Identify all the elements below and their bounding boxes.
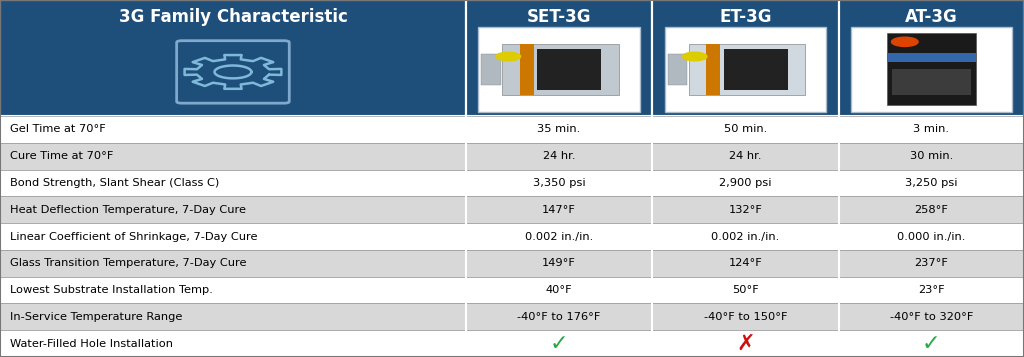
Bar xyxy=(0,330,466,357)
Text: SET-3G: SET-3G xyxy=(527,8,591,26)
Bar xyxy=(652,250,839,277)
Text: -40°F to 176°F: -40°F to 176°F xyxy=(517,312,601,322)
Bar xyxy=(466,116,652,143)
Text: 30 min.: 30 min. xyxy=(909,151,953,161)
Text: 149°F: 149°F xyxy=(542,258,577,268)
Bar xyxy=(887,33,976,105)
Text: ✗: ✗ xyxy=(736,333,755,354)
Bar xyxy=(839,170,1024,196)
Bar xyxy=(466,303,652,330)
Text: 23°F: 23°F xyxy=(918,285,945,295)
Bar xyxy=(466,196,652,223)
Bar xyxy=(839,143,1024,170)
Bar xyxy=(466,0,652,116)
Text: 24 hr.: 24 hr. xyxy=(543,151,575,161)
Bar xyxy=(689,44,805,95)
Circle shape xyxy=(496,52,520,61)
Text: 24 hr.: 24 hr. xyxy=(729,151,762,161)
Bar xyxy=(652,170,839,196)
Bar xyxy=(707,44,720,95)
Bar xyxy=(668,54,687,85)
Bar xyxy=(0,250,466,277)
Bar xyxy=(652,0,839,116)
Text: Glass Transition Temperature, 7-Day Cure: Glass Transition Temperature, 7-Day Cure xyxy=(10,258,247,268)
Text: 3 min.: 3 min. xyxy=(913,124,949,135)
Bar xyxy=(652,277,839,303)
Circle shape xyxy=(682,52,707,61)
Bar xyxy=(892,69,971,95)
Text: Lowest Substrate Installation Temp.: Lowest Substrate Installation Temp. xyxy=(10,285,213,295)
Text: ET-3G: ET-3G xyxy=(719,8,772,26)
Text: Heat Deflection Temperature, 7-Day Cure: Heat Deflection Temperature, 7-Day Cure xyxy=(10,205,246,215)
Text: 147°F: 147°F xyxy=(542,205,577,215)
Text: Bond Strength, Slant Shear (Class C): Bond Strength, Slant Shear (Class C) xyxy=(10,178,219,188)
Bar xyxy=(724,49,787,90)
Bar xyxy=(481,54,501,85)
Text: ✓: ✓ xyxy=(550,333,568,354)
Bar xyxy=(0,116,466,143)
Bar xyxy=(466,143,652,170)
Bar xyxy=(538,49,601,90)
Text: 132°F: 132°F xyxy=(728,205,763,215)
Text: Linear Coefficient of Shrinkage, 7-Day Cure: Linear Coefficient of Shrinkage, 7-Day C… xyxy=(10,231,258,242)
Text: ✓: ✓ xyxy=(922,333,941,354)
Bar xyxy=(478,27,640,112)
Bar xyxy=(665,27,826,112)
Bar xyxy=(466,330,652,357)
Bar xyxy=(839,116,1024,143)
Text: 3,350 psi: 3,350 psi xyxy=(532,178,586,188)
Text: Gel Time at 70°F: Gel Time at 70°F xyxy=(10,124,106,135)
Bar xyxy=(466,277,652,303)
Bar xyxy=(839,0,1024,116)
Text: 50 min.: 50 min. xyxy=(724,124,767,135)
Bar xyxy=(851,27,1012,112)
Text: 237°F: 237°F xyxy=(914,258,948,268)
Circle shape xyxy=(892,37,919,46)
Bar xyxy=(503,44,618,95)
Bar xyxy=(0,196,466,223)
Bar xyxy=(652,143,839,170)
Text: 258°F: 258°F xyxy=(914,205,948,215)
Bar xyxy=(652,330,839,357)
Text: 50°F: 50°F xyxy=(732,285,759,295)
Bar xyxy=(839,250,1024,277)
Bar xyxy=(839,303,1024,330)
Text: -40°F to 150°F: -40°F to 150°F xyxy=(703,312,787,322)
Bar xyxy=(0,0,466,116)
Bar xyxy=(839,196,1024,223)
Bar xyxy=(887,53,976,62)
Text: Water-Filled Hole Installation: Water-Filled Hole Installation xyxy=(10,338,173,349)
Text: 3G Family Characteristic: 3G Family Characteristic xyxy=(119,8,347,26)
Text: 35 min.: 35 min. xyxy=(538,124,581,135)
Text: 124°F: 124°F xyxy=(729,258,762,268)
Bar xyxy=(652,196,839,223)
Text: 3,250 psi: 3,250 psi xyxy=(905,178,957,188)
Text: Cure Time at 70°F: Cure Time at 70°F xyxy=(10,151,114,161)
Text: 2,900 psi: 2,900 psi xyxy=(719,178,772,188)
Text: 40°F: 40°F xyxy=(546,285,572,295)
Bar xyxy=(466,250,652,277)
Bar xyxy=(839,330,1024,357)
Bar xyxy=(652,116,839,143)
Bar xyxy=(0,223,466,250)
Bar xyxy=(0,277,466,303)
Bar xyxy=(652,303,839,330)
Text: In-Service Temperature Range: In-Service Temperature Range xyxy=(10,312,182,322)
Text: 0.002 in./in.: 0.002 in./in. xyxy=(712,231,779,242)
Text: AT-3G: AT-3G xyxy=(905,8,957,26)
Bar xyxy=(466,223,652,250)
Bar xyxy=(652,223,839,250)
Bar xyxy=(0,170,466,196)
Bar xyxy=(0,303,466,330)
Bar xyxy=(0,143,466,170)
Bar xyxy=(466,170,652,196)
Text: -40°F to 320°F: -40°F to 320°F xyxy=(890,312,973,322)
Bar xyxy=(839,277,1024,303)
Text: 0.002 in./in.: 0.002 in./in. xyxy=(525,231,593,242)
Bar xyxy=(839,223,1024,250)
Bar xyxy=(520,44,534,95)
Text: 0.000 in./in.: 0.000 in./in. xyxy=(897,231,966,242)
